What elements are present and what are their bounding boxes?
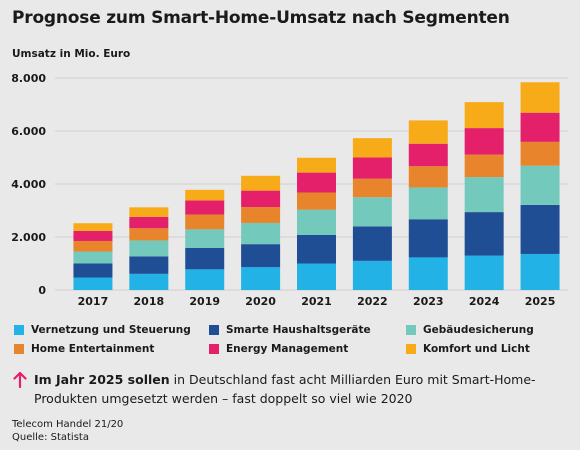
bar-segment <box>520 253 560 290</box>
legend-swatch <box>406 344 416 354</box>
up-arrow-icon <box>13 371 27 388</box>
legend-item: Smarte Haushaltsgeräte <box>209 324 406 336</box>
bar-segment <box>241 267 281 290</box>
legend-item: Vernetzung und Steuerung <box>14 324 209 336</box>
x-tick-label: 2017 <box>78 295 109 308</box>
bar-segment <box>520 82 560 113</box>
bar-segment <box>73 277 113 290</box>
legend-label: Home Entertainment <box>31 343 155 355</box>
bar-segment <box>408 257 448 290</box>
bar-segment <box>352 260 392 290</box>
bar-segment <box>241 190 281 208</box>
legend-label: Komfort und Licht <box>423 343 530 355</box>
bar-segment <box>297 209 336 235</box>
legend-swatch <box>209 344 219 354</box>
bar-segment <box>520 141 560 166</box>
y-axis-label: Umsatz in Mio. Euro <box>12 48 131 60</box>
y-tick-label: 8.000 <box>11 72 46 85</box>
bar-segment <box>297 172 336 193</box>
x-tick-label: 2021 <box>301 295 332 308</box>
y-tick-label: 2.000 <box>11 231 46 244</box>
x-tick-label: 2023 <box>413 295 444 308</box>
legend-label: Energy Management <box>226 343 349 355</box>
y-tick-label: 6.000 <box>11 125 46 138</box>
bar-segment <box>129 228 169 241</box>
x-tick-label: 2024 <box>469 295 500 308</box>
bar-segment <box>520 165 560 205</box>
bar-segment <box>520 112 560 142</box>
bar-segment <box>352 138 392 158</box>
legend-swatch <box>14 344 24 354</box>
note-text: Im Jahr 2025 sollen in Deutschland fast … <box>34 370 572 408</box>
x-tick-label: 2020 <box>245 295 276 308</box>
bar-segment <box>73 263 113 278</box>
publication-credit: Telecom Handel 21/20 <box>12 419 124 430</box>
bar-segment <box>464 177 504 213</box>
bar-segment <box>241 175 281 191</box>
bar-segment <box>73 223 113 231</box>
bar-segment <box>185 214 225 230</box>
note-body-text: in Deutschland fast acht Milliarden Euro… <box>34 372 536 406</box>
stacked-bar-chart: 0 2.000 4.000 6.000 8.000 2017 2018 2019 2020 202… <box>11 72 568 308</box>
bar-segment <box>73 251 113 264</box>
bar-segment <box>464 255 504 290</box>
bar-segment <box>408 143 448 167</box>
bar-segment <box>408 219 448 258</box>
bar-segment <box>241 207 281 223</box>
bar-segment <box>464 128 504 155</box>
bar-segment <box>408 166 448 188</box>
bar-segment <box>297 263 336 290</box>
bar-segment <box>185 189 225 201</box>
summary-note: Im Jahr 2025 sollen in Deutschland fast … <box>12 370 572 408</box>
footer: Telecom Handel 21/20 Quelle: Statista <box>12 418 123 444</box>
x-tick-label: 2019 <box>189 295 220 308</box>
bar-segment <box>520 204 560 254</box>
legend-swatch <box>14 325 24 335</box>
bar-segment <box>185 247 225 270</box>
y-tick-label: 4.000 <box>11 178 46 191</box>
bar-segment <box>464 102 504 129</box>
legend-item: Energy Management <box>209 343 406 355</box>
source-credit: Quelle: Statista <box>12 432 89 443</box>
bar-segment <box>241 244 281 268</box>
x-tick-label: 2025 <box>525 295 556 308</box>
bar-segment <box>129 216 169 229</box>
bar-segment <box>464 212 504 256</box>
bar-segment <box>352 178 392 198</box>
bar-segment <box>129 273 169 290</box>
legend-item: Komfort und Licht <box>406 343 574 355</box>
bar-segment <box>408 120 448 144</box>
note-bold-text: Im Jahr 2025 sollen <box>34 372 170 387</box>
bar-segment <box>185 200 225 215</box>
bar-segment <box>129 240 169 257</box>
legend-swatch <box>406 325 416 335</box>
bar-segment <box>241 222 281 245</box>
bar-segment <box>297 234 336 264</box>
bar-segment <box>129 207 169 217</box>
legend-label: Vernetzung und Steuerung <box>31 324 191 336</box>
bar-segment <box>73 240 113 252</box>
legend-label: Smarte Haushaltsgeräte <box>226 324 371 336</box>
bar-segment <box>408 187 448 220</box>
legend-label: Gebäudesicherung <box>423 324 534 336</box>
chart-legend: Vernetzung und Steuerung Smarte Haushalts… <box>14 324 574 355</box>
bar-segment <box>464 154 504 178</box>
bar-segment <box>185 229 225 248</box>
bar-segment <box>73 230 113 241</box>
bar-segment <box>352 226 392 261</box>
bar-segment <box>185 269 225 290</box>
bar-segment <box>352 157 392 179</box>
legend-item: Home Entertainment <box>14 343 209 355</box>
bar-segment <box>297 157 336 173</box>
y-tick-label: 0 <box>38 284 46 297</box>
chart-title: Prognose zum Smart-Home-Umsatz nach Segm… <box>12 8 510 28</box>
bar-segment <box>129 256 169 274</box>
legend-item: Gebäudesicherung <box>406 324 574 336</box>
x-tick-label: 2018 <box>134 295 165 308</box>
bar-segment <box>297 192 336 210</box>
x-tick-label: 2022 <box>357 295 388 308</box>
legend-swatch <box>209 325 219 335</box>
bar-segment <box>352 197 392 227</box>
